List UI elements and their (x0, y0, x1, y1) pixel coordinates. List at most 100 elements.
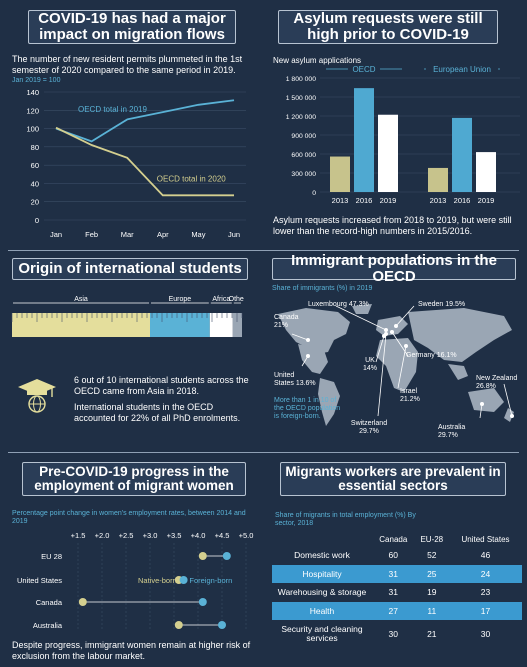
map-label-united-states: United States 13.6% (274, 372, 316, 388)
world-map (278, 304, 514, 426)
table-cell: 31 (372, 564, 415, 584)
x-tick-label: 2013 (332, 196, 349, 205)
panel2-note: Asylum requests increased from 2018 to 2… (273, 215, 512, 236)
panel5-subtitle: Percentage point change in women's emplo… (12, 510, 246, 526)
table-cell: 11 (414, 601, 450, 621)
row-label: EU 28 (41, 552, 62, 561)
table-cell: 31 (388, 587, 399, 598)
sector-name: Domestic work (294, 550, 350, 561)
panel5-dot-chart: +1.5 +2.0 +2.5 +3.0 +3.5 +4.0 +4.5 +5.0 EU 28 Uni… (17, 531, 254, 630)
table-cell: 23 (480, 587, 491, 598)
ruler-segment (12, 313, 150, 337)
students-stat-asia: 6 out of 10 international students acros… (74, 375, 249, 396)
ruler-segment (209, 313, 233, 337)
map-label-sweden: Sweden 19.5% (418, 301, 466, 308)
table-cell: 60 (388, 550, 399, 561)
x-tick-label: Feb (85, 230, 98, 239)
map-label-israel: Israel 21.2% (400, 388, 420, 404)
ruler-label: Africa (212, 296, 230, 303)
bar (330, 156, 350, 192)
sector-name: Health (272, 601, 372, 621)
map-label-canada: Canada 21% (274, 314, 299, 330)
dot (78, 598, 87, 606)
y-tick-label: 1 200 000 (286, 114, 316, 121)
series-line (55, 126, 234, 197)
y-tick-label: 0 (312, 190, 316, 197)
table-row-domestic: Domestic work 60 52 46 (272, 546, 522, 565)
divider-1 (8, 250, 519, 251)
table-row-hospitality: Hospitality 31 25 24 (272, 564, 522, 584)
panel4-subtitle: Share of immigrants (%) in 2019 (272, 285, 373, 292)
y-tick-label: 1 500 000 (286, 95, 316, 102)
table-row-security: Security and cleaning services 30 21 30 (272, 620, 522, 648)
panel1-index-note: Jan 2019 = 100 (12, 77, 61, 84)
table-row-health: Health 27 11 17 (272, 601, 522, 621)
divider-2 (8, 452, 519, 453)
row-label: United States (17, 576, 62, 585)
panel1-title: COVID-19 has had a major impact on migra… (28, 10, 236, 44)
table-cell: 25 (414, 564, 450, 584)
row-label: Australia (33, 621, 63, 630)
bar (476, 152, 496, 192)
bar (428, 167, 448, 192)
x-tick-label: +5.0 (239, 531, 254, 540)
x-tick-label: +3.0 (143, 531, 158, 540)
x-tick-label: Jan (50, 230, 62, 239)
ruler-label: Asia (74, 296, 88, 303)
sector-name: Security and cleaning services (281, 624, 363, 644)
y-tick-label: 40 (31, 179, 39, 188)
ruler-segment (150, 313, 210, 337)
panel6-subtitle: Share of migrants in total employment (%… (275, 512, 416, 528)
dot (198, 552, 207, 560)
students-stat-phd: International students in the OECD accou… (74, 402, 241, 423)
table-cell: 24 (449, 564, 522, 584)
panel2-bar-chart: 0 300 000 600 000 900 000 1 200 000 1 500 000… (286, 66, 520, 205)
students-ruler: Asia Europe AfricaOther (11, 296, 244, 337)
ruler-segment (232, 313, 242, 337)
panel2-subtitle: New asylum applications (273, 56, 362, 65)
panel5-note: Despite progress, immigrant women remain… (12, 640, 251, 661)
table-cell: 52 (427, 550, 437, 561)
map-label-australia: Australia 29.7% (438, 424, 466, 440)
group-label-bg (348, 66, 380, 74)
table-cell: 21 (427, 629, 437, 640)
legend-native-born: Native-born (138, 576, 177, 585)
x-tick-label: +2.0 (95, 531, 110, 540)
table-header-row: Canada EU-28 United States (272, 532, 522, 546)
table-cell: 46 (480, 550, 491, 561)
dot (174, 621, 183, 629)
series-label-2020: OECD total in 2020 (157, 175, 226, 184)
row-label: Canada (36, 598, 63, 607)
table-cell: 19 (427, 587, 437, 598)
x-tick-label: Jun (228, 230, 240, 239)
dot (222, 552, 231, 560)
map-label-switzerland: Switzerland 29.7% (350, 420, 388, 436)
dot (179, 576, 188, 584)
sector-name: Hospitality (272, 564, 372, 584)
table-cell: 30 (388, 629, 399, 640)
x-tick-label: Mar (121, 230, 134, 239)
x-tick-label: +3.5 (167, 531, 182, 540)
panel5-title: Pre-COVID-19 progress in the employment … (22, 462, 246, 496)
panel3-title: Origin of international students (12, 258, 248, 280)
panel2-title: Asylum requests were still high prior to… (278, 10, 498, 44)
y-tick-label: 60 (31, 161, 39, 170)
x-tick-label: +4.5 (215, 531, 230, 540)
y-tick-label: 100 (26, 125, 39, 134)
group-label-oecd: OECD (352, 66, 375, 74)
sector-name: Warehousing & storage (277, 587, 367, 598)
group-label-eu: European Union (433, 66, 491, 74)
y-tick-label: 0 (35, 216, 39, 225)
x-tick-label: 2016 (454, 196, 471, 205)
y-tick-label: 20 (31, 198, 39, 207)
x-tick-label: +1.5 (71, 531, 86, 540)
dot (218, 621, 226, 629)
table-cell: 30 (480, 629, 491, 640)
bar (378, 114, 398, 192)
y-tick-label: 900 000 (291, 133, 316, 140)
map-label-germany: Germany 16.1% (406, 352, 457, 359)
series-label-2019: OECD total in 2019 (78, 105, 147, 114)
x-tick-label: +4.0 (191, 531, 206, 540)
panel4-title: Immigrant populations in the OECD (272, 253, 516, 284)
table-cell: 17 (449, 601, 522, 621)
